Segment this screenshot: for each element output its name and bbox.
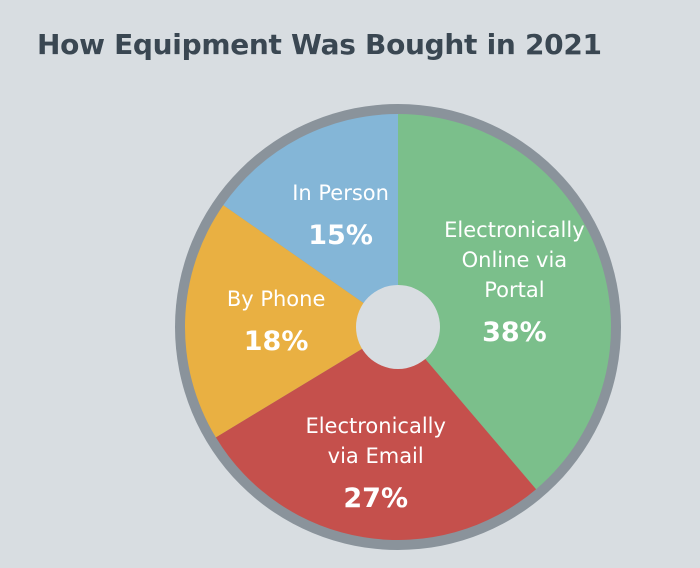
pie-slice-label-0-line-0: Electronically [444, 218, 584, 242]
pie-slice-label-3-line-0: In Person [292, 181, 389, 205]
pie-slice-label-0-line-1: Online via [462, 248, 568, 272]
pie-slice-3 [223, 114, 398, 327]
pie-slice-value-2: 18% [244, 326, 309, 357]
pie-slice-label-0-line-2: Portal [484, 278, 544, 302]
pie-center-hole [356, 285, 440, 369]
chart-title: How Equipment Was Bought in 2021 [37, 28, 602, 61]
pie-slice-value-3: 15% [308, 220, 373, 251]
pie-slice-label-group-1: Electronically via Email 27% [305, 414, 445, 514]
pie-slice-value-1: 27% [343, 483, 408, 514]
pie-slice-value-0: 38% [482, 317, 547, 348]
pie-slice-label-2-line-0: By Phone [227, 287, 326, 311]
pie-slice-label-group-0: Electronically Online via Portal 38% [444, 218, 584, 348]
pie-slice-1 [215, 327, 537, 541]
pie-slice-0 [398, 114, 611, 490]
pie-slice-label-group-2: By Phone 18% [227, 287, 326, 357]
pie-slice-label-group-3: In Person 15% [292, 181, 389, 251]
pie-slice-label-1-line-0: Electronically [305, 414, 445, 438]
pie-slice-2 [184, 205, 398, 438]
pie-slice-label-1-line-1: via Email [328, 444, 424, 468]
